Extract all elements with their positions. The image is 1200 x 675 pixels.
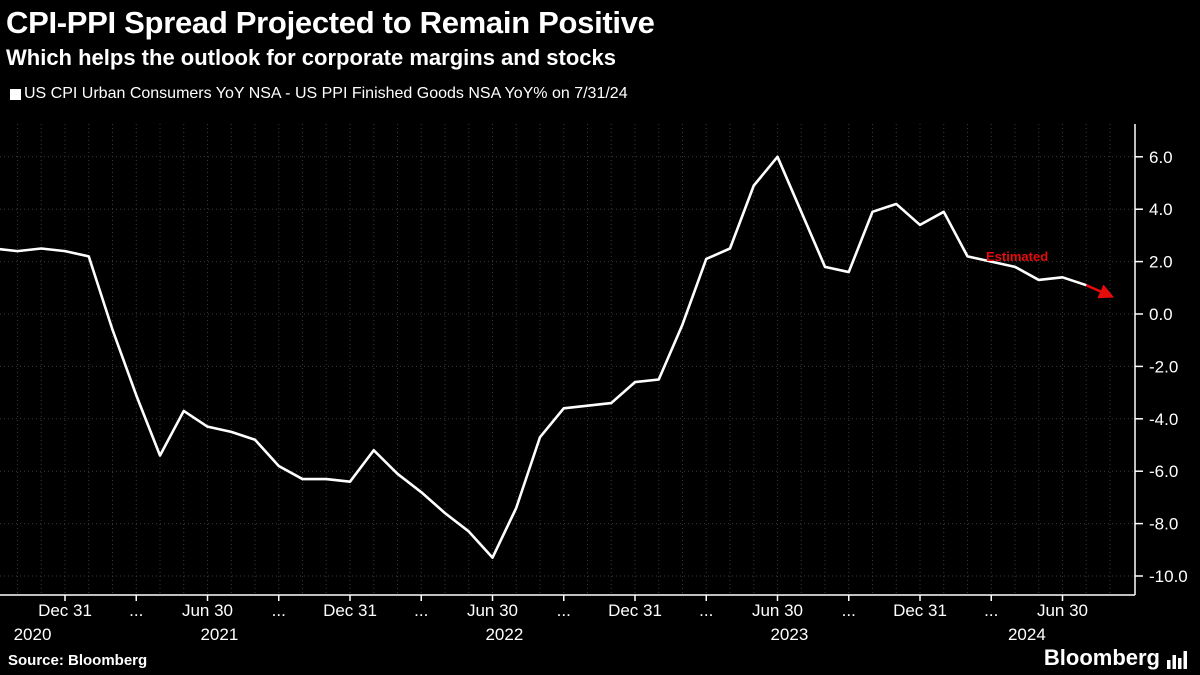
header: CPI-PPI Spread Projected to Remain Posit… [0, 0, 1200, 103]
source-label: Source: Bloomberg [8, 652, 148, 669]
estimated-label: Estimated [986, 249, 1048, 264]
svg-text:2023: 2023 [770, 625, 808, 644]
svg-text:...: ... [414, 601, 428, 620]
grid [0, 124, 1135, 595]
estimated-arrow [1085, 284, 1115, 299]
svg-text:0.0: 0.0 [1149, 305, 1173, 324]
svg-text:2020: 2020 [14, 625, 52, 644]
svg-text:2024: 2024 [1008, 625, 1046, 644]
chart-title: CPI-PPI Spread Projected to Remain Posit… [6, 5, 655, 40]
svg-text:Jun 30: Jun 30 [1037, 601, 1088, 620]
svg-text:Dec 31: Dec 31 [893, 601, 947, 620]
footer: Source: Bloomberg Bloomberg [0, 643, 1200, 675]
svg-text:Jun 30: Jun 30 [752, 601, 803, 620]
legend-label: US CPI Urban Consumers YoY NSA - US PPI … [24, 85, 628, 102]
svg-text:...: ... [272, 601, 286, 620]
svg-text:-10.0: -10.0 [1149, 567, 1188, 586]
year-labels: 2020 2021 2022 2023 2024 [14, 625, 1046, 644]
axes [0, 124, 1136, 596]
chart-subtitle: Which helps the outlook for corporate ma… [6, 45, 616, 70]
svg-text:-2.0: -2.0 [1149, 357, 1178, 376]
svg-text:Dec 31: Dec 31 [323, 601, 377, 620]
legend: US CPI Urban Consumers YoY NSA - US PPI … [10, 85, 1200, 103]
chart-svg: 6.0 4.0 2.0 0.0 -2.0 -4.0 -6.0 -8.0 -10.0 Dec 31.… [0, 124, 1188, 644]
bloomberg-logo: Bloomberg [1044, 647, 1188, 669]
bloomberg-logo-icon [1167, 651, 1187, 669]
svg-text:6.0: 6.0 [1149, 148, 1173, 167]
series-line [0, 155, 1088, 559]
svg-text:2.0: 2.0 [1149, 253, 1173, 272]
svg-text:...: ... [129, 601, 143, 620]
svg-text:Jun 30: Jun 30 [467, 601, 518, 620]
svg-text:...: ... [984, 601, 998, 620]
legend-marker-icon [10, 88, 21, 100]
svg-text:2021: 2021 [200, 625, 238, 644]
svg-text:-8.0: -8.0 [1149, 515, 1178, 534]
svg-text:...: ... [557, 601, 571, 620]
bloomberg-logo-text: Bloomberg [1043, 645, 1160, 670]
svg-text:4.0: 4.0 [1149, 200, 1173, 219]
svg-text:...: ... [699, 601, 713, 620]
svg-text:...: ... [842, 601, 856, 620]
x-axis-labels: Dec 31... Jun 30... Dec 31... Jun 30... Dec … [38, 595, 1088, 620]
svg-text:2022: 2022 [485, 625, 523, 644]
svg-text:Jun 30: Jun 30 [182, 601, 233, 620]
svg-text:Dec 31: Dec 31 [38, 601, 92, 620]
svg-text:Dec 31: Dec 31 [608, 601, 662, 620]
y-axis-labels: 6.0 4.0 2.0 0.0 -2.0 -4.0 -6.0 -8.0 -10.0 [1135, 148, 1188, 586]
svg-text:-4.0: -4.0 [1149, 410, 1178, 429]
svg-text:-6.0: -6.0 [1149, 462, 1178, 481]
